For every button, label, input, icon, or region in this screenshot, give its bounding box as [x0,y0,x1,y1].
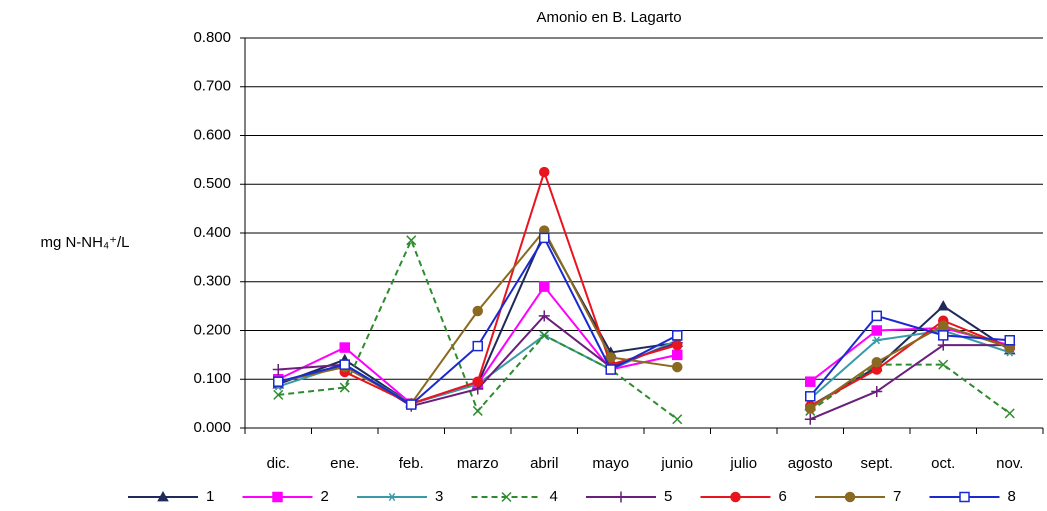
marker [406,399,417,410]
marker [672,414,683,425]
marker [1004,335,1015,346]
y-tick-label: 0.100 [193,370,231,387]
legend-label: 2 [321,488,329,505]
marker [672,349,683,361]
marker [272,364,284,375]
marker [938,320,949,331]
y-tick-label: 0.000 [193,419,231,436]
marker [937,339,949,351]
x-tick-label: sept. [860,455,893,472]
x-tick-label: abril [530,455,558,472]
marker [339,342,350,353]
marker [339,359,350,370]
marker [844,491,856,503]
marker [805,391,816,402]
series [272,310,1016,425]
legend-label: 3 [435,488,443,505]
y-tick-label: 0.800 [193,29,231,46]
marker [539,330,550,341]
marker [672,361,683,373]
y-tick-label: 0.400 [193,224,231,241]
y-tick-label: 0.200 [193,321,231,338]
legend-label: 7 [893,488,901,505]
marker [339,382,350,393]
legend-label: 8 [1008,488,1016,505]
marker [871,385,883,397]
x-tick-label: marzo [457,455,499,472]
x-tick-label: julio [729,455,757,472]
marker [539,281,550,292]
marker [472,405,483,416]
legend-label: 4 [550,488,558,505]
marker [805,376,816,387]
x-tick-label: junio [660,455,693,472]
series-line [278,314,1010,421]
y-axis-label: mg N-NH₄⁺/L [40,234,129,251]
series [273,232,1015,410]
y-tick-label: 0.300 [193,273,231,290]
marker [805,403,816,414]
marker [387,492,397,502]
marker [872,336,882,345]
marker [539,232,550,244]
marker [937,300,950,311]
marker [472,340,483,352]
marker [672,339,683,351]
x-tick-label: agosto [788,455,833,472]
x-tick-label: feb. [399,455,424,472]
x-tick-label: dic. [267,455,290,472]
marker [871,356,882,368]
series-line [278,228,1011,410]
marker [871,325,882,336]
marker [538,310,550,322]
marker [730,491,741,503]
legend-label: 6 [779,488,787,505]
marker [273,389,284,400]
x-tick-label: oct. [931,455,955,472]
y-tick-label: 0.700 [193,78,231,95]
series-line [277,230,1011,407]
marker [1004,408,1015,419]
marker [672,330,683,341]
marker [157,490,169,502]
y-tick-label: 0.500 [193,175,231,192]
legend-label: 1 [206,488,214,505]
marker [871,310,882,322]
series [273,225,1015,414]
marker [272,491,283,503]
marker [501,491,512,503]
marker [539,166,550,178]
marker [938,359,949,370]
series [273,326,1015,408]
marker [938,330,949,341]
x-tick-label: ene. [330,455,359,472]
x-tick-label: mayo [592,455,629,472]
marker [406,235,417,246]
y-tick-label: 0.600 [193,126,231,143]
marker [615,491,627,503]
marker [959,491,970,503]
marker [472,305,483,317]
marker [472,376,483,387]
marker [605,352,616,363]
chart-title: Amonio en B. Lagarto [536,9,681,26]
marker [605,364,616,375]
marker [273,376,284,387]
legend-label: 5 [664,488,672,505]
x-tick-label: nov. [996,455,1023,472]
marker [804,413,816,425]
series [339,166,1015,412]
